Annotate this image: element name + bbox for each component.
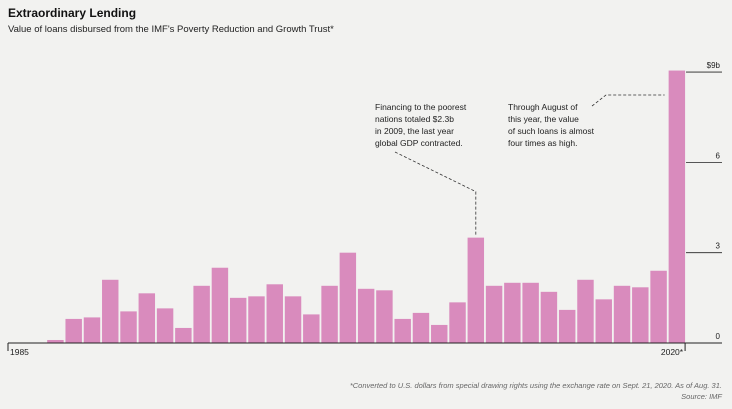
footnote: *Converted to U.S. dollars from special …: [350, 380, 722, 402]
bar: [467, 237, 485, 343]
annotation-2009-line: global GDP contracted.: [375, 138, 463, 148]
bar: [211, 267, 229, 343]
bar: [522, 282, 539, 343]
annotation-2020-leader: [591, 94, 665, 107]
annotation-2020-line: of such loans is almost: [508, 126, 595, 136]
bar: [485, 285, 503, 343]
bar: [632, 287, 649, 343]
bar: [229, 297, 247, 343]
bar: [558, 309, 576, 343]
bar: [193, 285, 210, 343]
bar: [102, 279, 119, 343]
annotation-2009-line: Financing to the poorest: [375, 102, 467, 112]
annotation-2009-line: nations totaled $2.3b: [375, 114, 454, 124]
bar: [339, 252, 357, 343]
footnote-conversion-note: *Converted to U.S. dollars from special …: [349, 381, 722, 390]
bar: [303, 314, 320, 343]
bar: [321, 285, 338, 343]
bar: [412, 312, 430, 343]
bar: [120, 311, 137, 343]
y-tick-label: 6: [716, 151, 721, 160]
bar: [449, 302, 466, 343]
bar: [540, 291, 558, 343]
annotation-2020-line: four times as high.: [508, 138, 577, 148]
bar: [394, 318, 411, 343]
bar: [65, 318, 82, 343]
bar: [650, 270, 667, 343]
y-tick-label: 0: [716, 332, 721, 341]
bar: [83, 317, 101, 343]
x-tick-label-start: 1985: [10, 347, 29, 357]
bar: [376, 290, 393, 343]
chart-subtitle: Value of loans disbursed from the IMF's …: [8, 24, 334, 35]
bar: [431, 324, 448, 343]
bar: [284, 296, 302, 343]
x-tick-label-end: 2020*: [661, 347, 684, 357]
annotation-2020-line: Through August of: [508, 102, 578, 112]
bar: [577, 279, 594, 343]
bar: [668, 70, 686, 344]
annotation-2009-leader: [394, 151, 477, 235]
footnote-source: Source: IMF: [681, 392, 722, 401]
y-tick-label: 3: [716, 242, 721, 251]
chart-title: Extraordinary Lending: [8, 6, 137, 20]
bar: [266, 284, 283, 343]
y-tick-label: $9b: [707, 61, 721, 70]
annotation-2009-line: in 2009, the last year: [375, 126, 454, 136]
bar: [156, 308, 174, 343]
bar: [504, 282, 521, 343]
bar: [138, 293, 156, 343]
bar: [595, 299, 612, 343]
bar: [175, 327, 192, 343]
bar: [47, 339, 64, 343]
bar: [248, 296, 265, 343]
bar: [357, 288, 375, 343]
annotation-2020-line: this year, the value: [508, 114, 579, 124]
bar: [613, 285, 631, 343]
